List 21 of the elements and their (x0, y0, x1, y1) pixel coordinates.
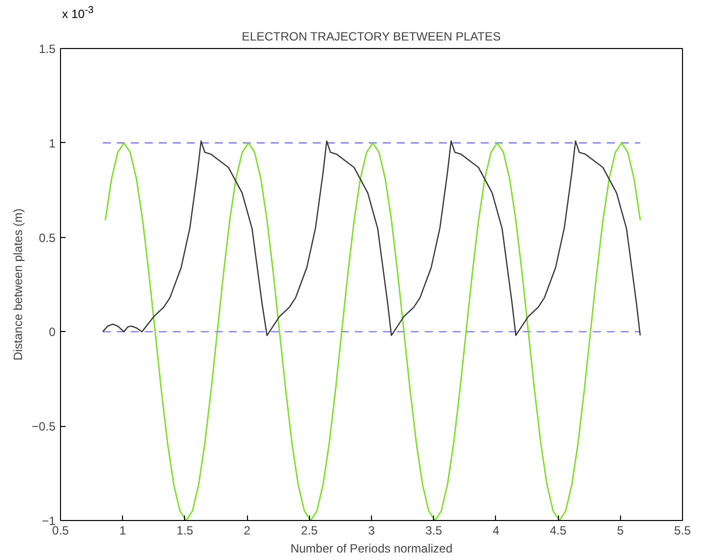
line-series (102, 140, 641, 336)
y-tick-label: 0 (48, 325, 56, 340)
text: x 10$^{-3}$ (62, 4, 94, 23)
y-axis-title: Distance between plates (m) (10, 208, 25, 361)
x-tick-label: 1 (119, 524, 126, 538)
x-axis-title: Number of Periods normalized (290, 542, 453, 556)
x-tick-label: 3.5 (425, 524, 442, 538)
x-tick-label: 3 (368, 524, 376, 538)
chart-title: ELECTRON TRAJECTORY BETWEEN PLATES (242, 30, 501, 44)
y-tick-label: −0.5 (32, 420, 56, 434)
x-tick-label: 4 (492, 524, 500, 538)
x-tick-label: 4.5 (550, 524, 567, 538)
x-tick-label: 5 (616, 524, 624, 538)
y-tick-label: 0.5 (38, 230, 56, 245)
x-tick-label: 1.5 (176, 524, 194, 538)
x-tick-label: 2.5 (300, 524, 318, 538)
y-tick-label: 1.5 (38, 42, 56, 56)
line-series (104, 142, 641, 520)
y-tick-label: 1 (48, 136, 56, 150)
x-tick-label: 2 (244, 524, 251, 538)
x-tick-label: 5.5 (674, 524, 692, 538)
